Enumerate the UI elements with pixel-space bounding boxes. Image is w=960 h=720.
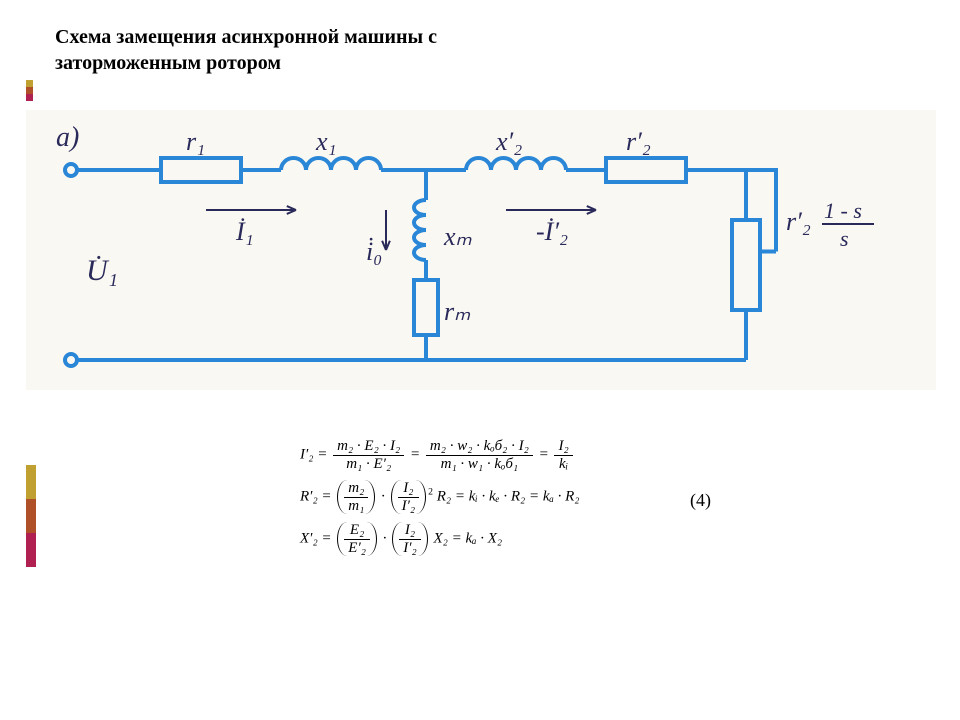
svg-text:rₘ: rₘ — [444, 297, 471, 326]
equation-row-3: X′₂ = E₂E′₂ · I₂I′₂ X₂ = kₐ · X₂ — [300, 522, 720, 556]
equation-number: (4) — [690, 490, 711, 511]
svg-text:x₁: x₁ — [315, 127, 337, 156]
accent-bar-bottom — [26, 465, 36, 567]
svg-text:1 - s: 1 - s — [824, 198, 862, 223]
accent-bar-top — [26, 80, 33, 101]
svg-text:-İ′₂: -İ′₂ — [536, 217, 568, 246]
svg-text:a): a) — [56, 122, 79, 153]
svg-text:r′₂: r′₂ — [786, 207, 811, 236]
page-title: Схема замещения асинхронной машины с зат… — [55, 24, 575, 76]
svg-text:x′₂: x′₂ — [495, 127, 522, 156]
svg-text:İ₁: İ₁ — [235, 217, 254, 246]
svg-text:r′₂: r′₂ — [626, 127, 651, 156]
svg-text:r₁: r₁ — [186, 127, 205, 156]
svg-text:U̇₁: U̇₁ — [86, 254, 118, 287]
svg-text:i̇₀: i̇₀ — [366, 237, 382, 266]
circuit-diagram: a) U̇₁ r₁ x₁ İ₁ i̇₀ xₘ rₘ x′₂ r′₂ -İ′₂ r′₂ 1 - s s — [26, 110, 936, 390]
svg-text:xₘ: xₘ — [443, 222, 473, 251]
equation-row-2: R′₂ = m₂m₁ · I₂I′₂2 R₂ = kᵢ · kₑ · R₂ = … — [300, 480, 720, 514]
equation-row-1: I′₂ = m₂ · E₂ · I₂m₁ · E′₂ = m₂ · w₂ · k… — [300, 438, 720, 472]
equations-block: I′₂ = m₂ · E₂ · I₂m₁ · E′₂ = m₂ · w₂ · k… — [300, 430, 720, 564]
svg-text:s: s — [840, 226, 849, 251]
